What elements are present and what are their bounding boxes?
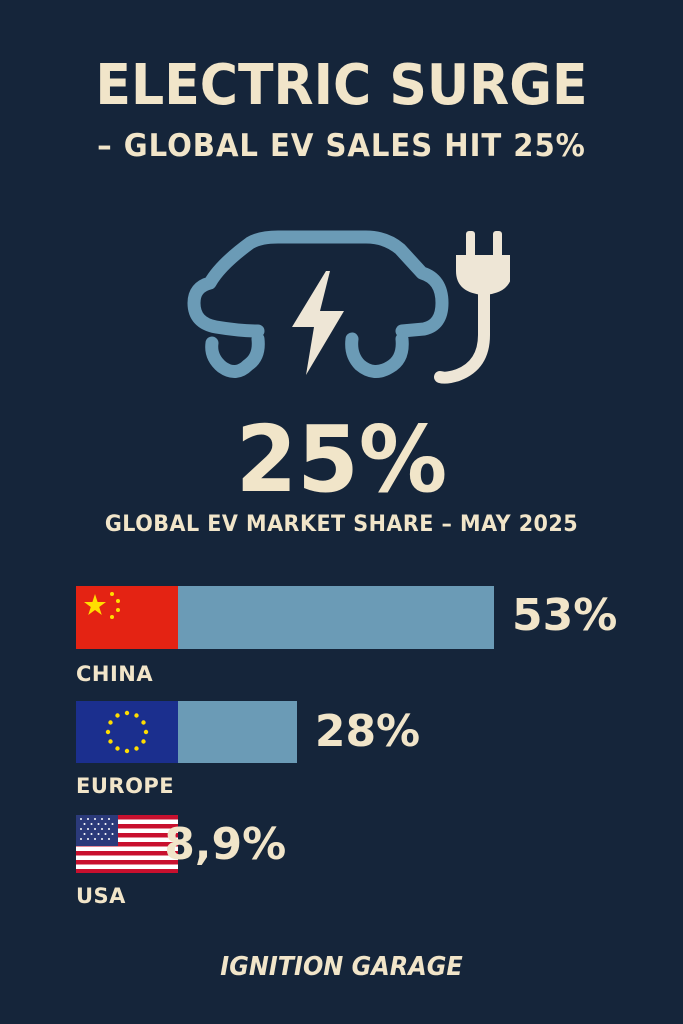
bar-label-usa: USA [76, 884, 126, 908]
plug-prong-right [493, 231, 502, 259]
bar-label-china: CHINA [76, 662, 154, 686]
brand-footer: IGNITION GARAGE [220, 952, 463, 982]
market-share-caption: GLOBAL EV MARKET SHARE – MAY 2025 [104, 512, 579, 537]
bar-value-china: 53% [512, 590, 618, 641]
bar-europe [178, 701, 297, 763]
plug-cable [434, 287, 490, 384]
lightning-bolt [292, 271, 344, 375]
market-share-stat: 25% [235, 406, 448, 513]
bar-value-usa: 8,9% [164, 819, 287, 870]
page-title: ELECTRIC SURGE [95, 53, 588, 118]
car-outline [187, 230, 449, 338]
bar-row-china: 53% CHINA [76, 586, 636, 686]
electric-car-plug-icon [187, 230, 510, 384]
plug-prong-left [466, 231, 475, 259]
bar-value-europe: 28% [314, 706, 421, 757]
bar-china [178, 586, 494, 649]
bar-row-europe: 28% EUROPE [76, 701, 636, 801]
front-wheel [205, 332, 265, 378]
plug-head [456, 255, 510, 295]
usa-flag-icon [76, 815, 178, 873]
rear-wheel [345, 332, 409, 378]
bar-label-europe: EUROPE [76, 774, 175, 798]
eu-flag-icon [76, 701, 178, 763]
china-flag-icon [76, 586, 178, 649]
page-subtitle: – GLOBAL EV SALES HIT 25% [97, 128, 586, 164]
bar-row-usa: 8,9% USA [76, 815, 636, 915]
